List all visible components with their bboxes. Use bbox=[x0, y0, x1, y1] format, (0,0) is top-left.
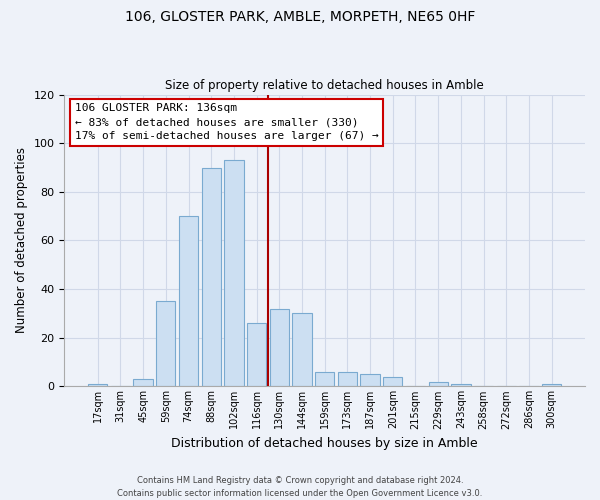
Bar bbox=[315, 372, 334, 386]
X-axis label: Distribution of detached houses by size in Amble: Distribution of detached houses by size … bbox=[172, 437, 478, 450]
Bar bbox=[88, 384, 107, 386]
Bar bbox=[133, 379, 153, 386]
Bar bbox=[269, 308, 289, 386]
Bar bbox=[202, 168, 221, 386]
Bar bbox=[361, 374, 380, 386]
Text: 106 GLOSTER PARK: 136sqm
← 83% of detached houses are smaller (330)
17% of semi-: 106 GLOSTER PARK: 136sqm ← 83% of detach… bbox=[75, 104, 379, 142]
Y-axis label: Number of detached properties: Number of detached properties bbox=[15, 148, 28, 334]
Bar bbox=[383, 376, 403, 386]
Bar bbox=[451, 384, 470, 386]
Bar bbox=[156, 302, 175, 386]
Title: Size of property relative to detached houses in Amble: Size of property relative to detached ho… bbox=[166, 79, 484, 92]
Bar bbox=[224, 160, 244, 386]
Bar bbox=[338, 372, 357, 386]
Bar bbox=[542, 384, 562, 386]
Bar bbox=[179, 216, 198, 386]
Bar bbox=[292, 314, 311, 386]
Text: Contains HM Land Registry data © Crown copyright and database right 2024.
Contai: Contains HM Land Registry data © Crown c… bbox=[118, 476, 482, 498]
Text: 106, GLOSTER PARK, AMBLE, MORPETH, NE65 0HF: 106, GLOSTER PARK, AMBLE, MORPETH, NE65 … bbox=[125, 10, 475, 24]
Bar bbox=[428, 382, 448, 386]
Bar bbox=[247, 323, 266, 386]
